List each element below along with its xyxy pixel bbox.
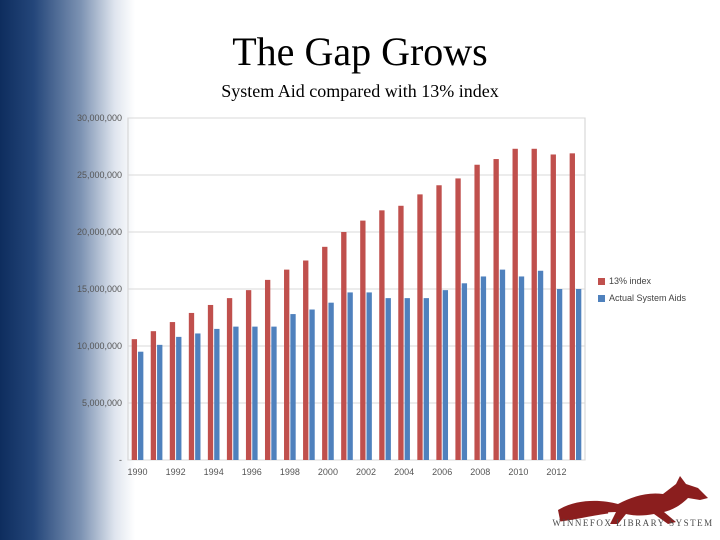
slide-title: The Gap Grows	[232, 29, 488, 74]
bar-actual-system-aids	[176, 336, 182, 460]
bar-actual-system-aids	[366, 292, 372, 460]
x-tick-label: 2002	[356, 467, 376, 477]
bar-13-index	[512, 148, 518, 460]
x-tick-label: 2000	[318, 467, 338, 477]
bar-actual-system-aids	[157, 344, 163, 460]
bar-13-index	[207, 304, 214, 460]
bar-actual-system-aids	[138, 351, 144, 460]
bar-actual-system-aids	[537, 270, 544, 460]
bar-13-index	[188, 312, 195, 460]
fox-logo-icon	[558, 476, 708, 524]
bar-actual-system-aids	[252, 326, 258, 460]
bar-13-index	[417, 194, 423, 460]
bar-13-index	[303, 260, 309, 460]
bar-actual-system-aids	[575, 289, 582, 460]
x-tick-label: 1990	[128, 467, 148, 477]
bar-13-index	[398, 205, 404, 460]
bar-13-index	[436, 185, 442, 460]
logo-text: WINNEFOX LIBRARY SYSTEM	[552, 518, 714, 528]
bar-13-index	[150, 331, 157, 460]
bar-13-index	[379, 210, 385, 460]
bar-13-index	[284, 269, 290, 460]
bar-13-index	[322, 246, 328, 460]
bar-actual-system-aids	[499, 269, 506, 460]
y-tick-label: 15,000,000	[77, 284, 122, 294]
y-tick-label: 30,000,000	[77, 113, 122, 123]
bar-actual-system-aids	[347, 292, 353, 460]
bar-actual-system-aids	[195, 333, 201, 460]
bar-actual-system-aids	[271, 326, 277, 460]
y-tick-label: 5,000,000	[82, 398, 122, 408]
x-tick-label: 2004	[394, 467, 414, 477]
legend-swatch	[598, 278, 605, 285]
legend-label: Actual System Aids	[609, 293, 687, 303]
y-tick-label: 10,000,000	[77, 341, 122, 351]
bar-actual-system-aids	[328, 302, 334, 460]
x-tick-label: 2012	[546, 467, 566, 477]
bar-13-index	[264, 279, 271, 460]
x-tick-label: 2006	[432, 467, 452, 477]
x-tick-label: 1994	[204, 467, 224, 477]
side-gradient-band	[0, 0, 135, 540]
bar-13-index	[341, 232, 347, 460]
bar-13-index	[531, 148, 537, 460]
bar-13-index	[169, 322, 176, 460]
x-tick-label: 1992	[166, 467, 186, 477]
bar-13-index	[245, 290, 252, 460]
slide-subtitle: System Aid compared with 13% index	[221, 81, 499, 101]
x-tick-label: 2008	[470, 467, 490, 477]
bar-13-index	[360, 220, 366, 460]
legend-swatch	[598, 295, 605, 302]
bar-actual-system-aids	[404, 298, 410, 460]
x-tick-label: 1996	[242, 467, 262, 477]
y-tick-label: 25,000,000	[77, 170, 122, 180]
bar-13-index	[550, 154, 556, 461]
bar-actual-system-aids	[461, 283, 468, 460]
bar-13-index	[493, 159, 499, 461]
bar-actual-system-aids	[423, 298, 429, 460]
bar-actual-system-aids	[233, 326, 239, 460]
bar-actual-system-aids	[518, 276, 525, 460]
bar-actual-system-aids	[214, 328, 220, 460]
bar-13-index	[455, 178, 461, 461]
y-tick-label: 20,000,000	[77, 227, 122, 237]
x-tick-label: 1998	[280, 467, 300, 477]
bar-actual-system-aids	[480, 276, 487, 460]
bar-actual-system-aids	[309, 309, 315, 460]
bar-actual-system-aids	[556, 289, 563, 460]
bar-13-index	[226, 298, 233, 460]
bar-13-index	[131, 339, 138, 460]
y-tick-label: -	[119, 455, 122, 465]
bar-actual-system-aids	[442, 290, 449, 460]
bar-actual-system-aids	[290, 314, 296, 460]
bar-actual-system-aids	[385, 298, 391, 460]
legend-label: 13% index	[609, 276, 652, 286]
bar-13-index	[569, 153, 575, 460]
bar-13-index	[474, 164, 480, 461]
x-tick-label: 2010	[508, 467, 528, 477]
